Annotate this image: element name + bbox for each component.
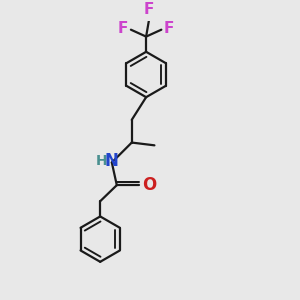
Text: F: F — [144, 2, 154, 17]
Text: N: N — [105, 152, 119, 170]
Text: F: F — [164, 21, 175, 36]
Text: O: O — [142, 176, 157, 194]
Text: F: F — [118, 21, 128, 36]
Text: H: H — [95, 154, 107, 168]
